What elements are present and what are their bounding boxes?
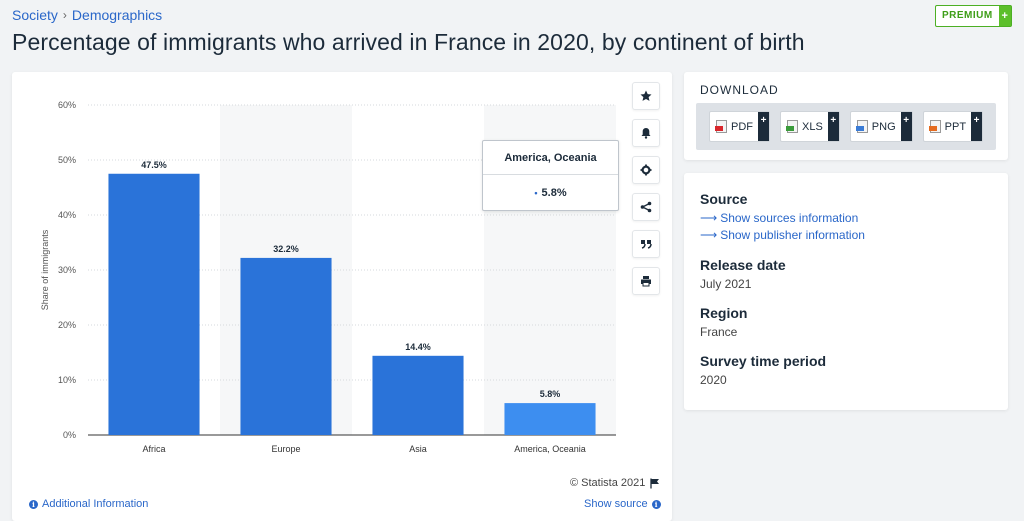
download-ppt-button[interactable]: PPT + — [922, 111, 984, 142]
arrow-right-icon: ⟶ — [700, 211, 718, 225]
source-heading: Source — [700, 191, 748, 207]
copyright-text: © Statista 2021 — [570, 477, 646, 489]
release-date-heading: Release date — [700, 257, 786, 273]
notification-button[interactable] — [632, 119, 660, 147]
region-heading: Region — [700, 305, 748, 321]
download-xls-label: XLS — [802, 120, 823, 133]
data-label: 47.5% — [141, 160, 167, 170]
statistic-details-card: Source ⟶ Show sources information ⟶ Show p… — [684, 173, 1008, 410]
x-tick-label: Africa — [142, 444, 165, 454]
spacer — [700, 245, 1008, 257]
favorite-button[interactable] — [632, 82, 660, 110]
bar-africa — [108, 173, 200, 435]
chart-card: 0% 10% 20% 30% 40% 50% 60% Share of immigrants 4… — [12, 72, 672, 521]
breadcrumb: Society › Demographics — [12, 7, 162, 23]
y-tick-label: 0% — [63, 430, 76, 440]
region-value: France — [700, 325, 738, 339]
show-source-label: Show source — [584, 498, 648, 510]
y-tick-label: 30% — [58, 265, 76, 275]
show-source-link[interactable]: Show source i — [584, 498, 661, 510]
xls-file-badge — [786, 126, 794, 131]
png-file-badge — [855, 126, 864, 131]
tooltip-value: 5.8% — [541, 187, 567, 199]
pdf-file-badge — [715, 126, 723, 131]
chart-tooltip: America, Oceania • 5.8% — [482, 140, 619, 211]
arrow-right-icon: ⟶ — [700, 228, 718, 242]
show-publisher-link[interactable]: ⟶ Show publisher information — [700, 228, 1008, 242]
release-date-value: July 2021 — [700, 277, 752, 291]
download-ppt-label-wrap: PPT — [924, 112, 971, 141]
survey-period-heading: Survey time period — [700, 353, 827, 369]
additional-information-link[interactable]: i Additional Information — [29, 498, 148, 510]
download-pdf-label-wrap: PDF — [710, 112, 758, 141]
print-button[interactable] — [632, 267, 660, 295]
data-label: 14.4% — [405, 342, 431, 352]
bar-america-oceania — [504, 403, 596, 435]
y-tick-label: 10% — [58, 375, 76, 385]
quote-icon — [641, 240, 652, 249]
download-pdf-button[interactable]: PDF + — [709, 111, 770, 142]
star-icon — [640, 90, 652, 101]
premium-badge[interactable]: PREMIUM + — [935, 5, 1012, 27]
survey-period-value: 2020 — [700, 373, 727, 387]
share-button[interactable] — [632, 193, 660, 221]
flag-icon[interactable] — [650, 478, 660, 489]
download-pdf-label: PDF — [731, 120, 753, 133]
y-tick-label: 60% — [58, 100, 76, 110]
y-axis-label: Share of immigrants — [40, 229, 50, 310]
premium-label: PREMIUM — [942, 10, 993, 21]
tooltip-title: America, Oceania — [483, 141, 618, 175]
xls-file-icon — [786, 120, 798, 133]
download-title: DOWNLOAD — [700, 83, 779, 97]
info-icon: i — [651, 499, 661, 509]
copyright: © Statista 2021 — [570, 477, 660, 489]
ppt-file-icon — [928, 120, 941, 133]
bar-europe — [240, 257, 332, 435]
download-png-label-wrap: PNG — [851, 112, 901, 141]
y-tick-label: 50% — [58, 155, 76, 165]
download-pdf-plus: + — [758, 112, 769, 141]
premium-plus: + — [998, 6, 1011, 26]
download-ppt-plus: + — [971, 112, 983, 141]
show-sources-link[interactable]: ⟶ Show sources information — [700, 211, 1008, 225]
additional-information-label: Additional Information — [42, 498, 149, 510]
print-icon — [641, 276, 651, 287]
data-label: 32.2% — [273, 244, 299, 254]
png-file-icon — [855, 120, 868, 133]
chart-toolbar — [632, 82, 660, 295]
download-ppt-label: PPT — [944, 120, 967, 133]
ppt-file-badge — [928, 126, 937, 131]
settings-button[interactable] — [632, 156, 660, 184]
download-png-plus: + — [900, 112, 912, 141]
breadcrumb-society[interactable]: Society — [12, 7, 58, 23]
x-tick-label: Asia — [409, 444, 427, 454]
x-tick-label: America, Oceania — [514, 444, 586, 454]
download-options: PDF + XLS + PNG + PPT + — [696, 103, 996, 150]
breadcrumb-demographics[interactable]: Demographics — [71, 7, 163, 23]
gear-icon — [640, 164, 652, 176]
page-title: Percentage of immigrants who arrived in … — [12, 29, 805, 55]
y-tick-label: 40% — [58, 210, 76, 220]
bell-icon — [641, 128, 651, 139]
download-xls-plus: + — [827, 112, 839, 141]
cite-button[interactable] — [632, 230, 660, 258]
show-publisher-label: Show publisher information — [720, 228, 865, 242]
y-tick-label: 20% — [58, 320, 76, 330]
download-xls-label-wrap: XLS — [781, 112, 828, 141]
pdf-file-icon — [715, 120, 727, 133]
share-icon — [640, 201, 652, 213]
info-icon: i — [29, 499, 38, 509]
download-png-label: PNG — [871, 120, 896, 133]
tooltip-value-row: • 5.8% — [483, 175, 618, 211]
download-xls-button[interactable]: XLS + — [780, 111, 840, 142]
x-tick-label: Europe — [271, 444, 300, 454]
download-card: DOWNLOAD PDF + XLS + PNG + PPT + — [684, 72, 1008, 160]
data-label: 5.8% — [540, 389, 561, 399]
download-png-button[interactable]: PNG + — [849, 111, 913, 142]
breadcrumb-separator: › — [62, 8, 67, 22]
bar-asia — [372, 355, 464, 435]
tooltip-dot: • — [534, 188, 538, 198]
show-sources-label: Show sources information — [720, 211, 859, 225]
